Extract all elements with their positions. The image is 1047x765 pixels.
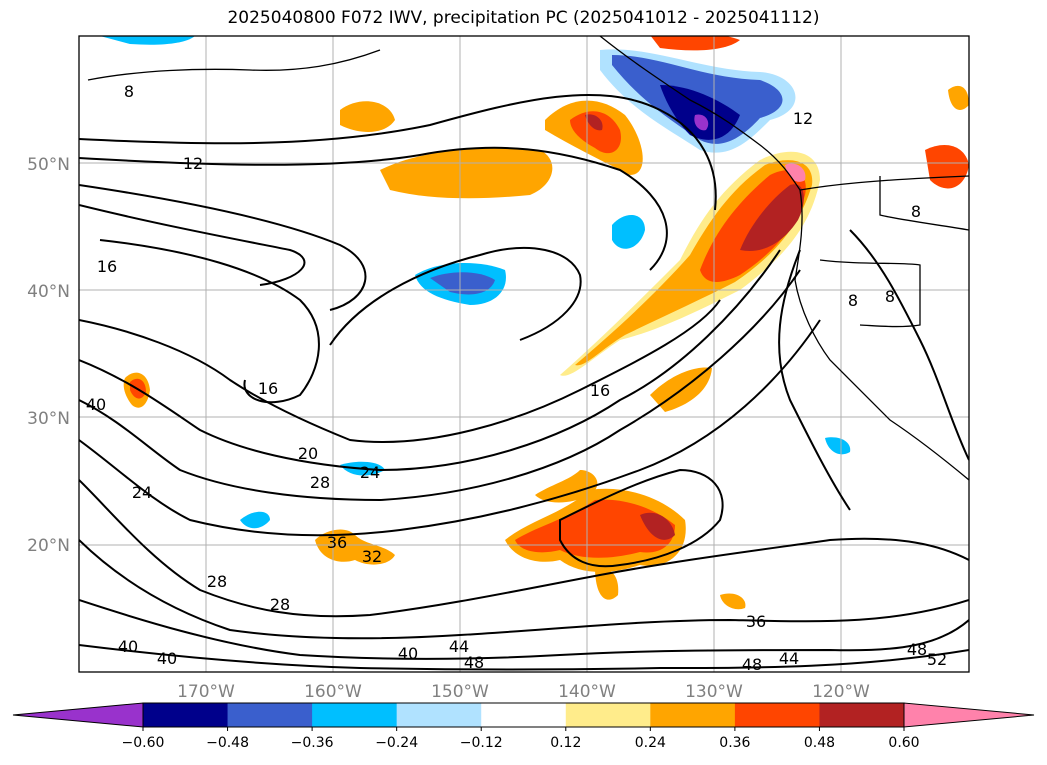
plot-frame bbox=[78, 35, 970, 673]
x-axis-ticks: 170°W 160°W 150°W 140°W 130°W 120°W bbox=[177, 682, 870, 702]
negative-anomaly-alaska-max bbox=[694, 114, 709, 131]
contour-label: 12 bbox=[183, 154, 203, 173]
contour-label: 36 bbox=[327, 533, 347, 552]
x-tick-label: 130°W bbox=[685, 682, 743, 702]
contour-label: 28 bbox=[310, 473, 330, 492]
anomaly-fill-layer bbox=[100, 36, 969, 610]
iwv-contours bbox=[79, 93, 969, 671]
negative-anomaly-33n bbox=[825, 437, 851, 455]
negative-anomaly-topleft bbox=[100, 36, 195, 45]
contour-label: 48 bbox=[742, 655, 762, 674]
contour-label: 40 bbox=[118, 637, 138, 656]
colorbar: −0.60 −0.48 −0.36 −0.24 −0.12 0.12 0.24 0.36 0.4… bbox=[12, 702, 1035, 751]
colorbar-segment bbox=[565, 703, 651, 727]
x-tick-label: 150°W bbox=[431, 682, 489, 702]
positive-anomaly-east-s bbox=[948, 85, 969, 110]
colorbar-segment bbox=[396, 703, 482, 727]
colorbar-tick-label: 0.12 bbox=[550, 735, 581, 751]
contour-label: 48 bbox=[907, 640, 927, 659]
contour-label: 44 bbox=[779, 649, 799, 668]
negative-anomaly-45n bbox=[612, 214, 645, 249]
contour-label: 40 bbox=[398, 644, 418, 663]
colorbar-segment bbox=[143, 703, 229, 727]
colorbar-segment bbox=[312, 703, 398, 727]
y-axis-ticks: 20°N 30°N 40°N 50°N bbox=[27, 155, 70, 556]
x-tick-label: 170°W bbox=[177, 682, 235, 702]
contour-label: 8 bbox=[911, 202, 921, 221]
positive-anomaly-hawaii bbox=[315, 529, 395, 565]
positive-anomaly-ar-peak bbox=[785, 163, 806, 182]
contour-labels: 8 12 12 16 16 20 24 24 28 28 28 32 36 36… bbox=[86, 82, 947, 674]
colorbar-tick-label: −0.12 bbox=[460, 735, 503, 751]
colorbar-tick-label: 0.60 bbox=[888, 735, 919, 751]
positive-anomaly-midpac bbox=[380, 148, 553, 199]
plot-area bbox=[79, 36, 969, 672]
colorbar-segment bbox=[227, 703, 313, 727]
positive-anomaly-subtrop-max bbox=[640, 512, 675, 540]
x-tick-label: 160°W bbox=[304, 682, 362, 702]
gridlines bbox=[79, 36, 969, 672]
colorbar-tick-label: −0.36 bbox=[291, 735, 334, 751]
contour-label: 40 bbox=[86, 395, 106, 414]
y-tick-label: 30°N bbox=[27, 409, 70, 429]
contour-label: 28 bbox=[207, 572, 227, 591]
colorbar-tick-label: −0.24 bbox=[375, 735, 418, 751]
contour-label: 52 bbox=[927, 650, 947, 669]
chart-title: 2025040800 F072 IWV, precipitation PC (2… bbox=[227, 8, 820, 28]
positive-anomaly-gulf-core bbox=[570, 111, 621, 154]
contour-label: 24 bbox=[132, 483, 152, 502]
contour-label: 8 bbox=[885, 287, 895, 306]
colorbar-extend-low bbox=[12, 702, 144, 728]
positive-anomaly-subtrop-n bbox=[535, 470, 598, 503]
contour-label: 28 bbox=[270, 595, 290, 614]
contour-label: 32 bbox=[362, 547, 382, 566]
colorbar-segment bbox=[734, 703, 820, 727]
contour-label: 24 bbox=[360, 463, 380, 482]
x-tick-label: 140°W bbox=[558, 682, 616, 702]
positive-anomaly-ar-max bbox=[740, 184, 804, 251]
colorbar-tick-label: 0.48 bbox=[804, 735, 835, 751]
coastlines bbox=[87, 36, 969, 481]
positive-anomaly-subtrop-core bbox=[515, 499, 675, 558]
colorbar-segment bbox=[481, 703, 567, 727]
colorbar-extend-high bbox=[903, 702, 1035, 728]
colorbar-segment bbox=[650, 703, 736, 727]
positive-anomaly-125w-16n bbox=[720, 593, 746, 610]
colorbar-tick-label: −0.60 bbox=[122, 735, 165, 751]
positive-anomaly-rim bbox=[650, 36, 740, 51]
y-tick-label: 40°N bbox=[27, 282, 70, 302]
x-tick-label: 120°W bbox=[812, 682, 870, 702]
colorbar-tick-label: −0.48 bbox=[206, 735, 249, 751]
positive-anomaly-18n bbox=[595, 568, 619, 600]
contour-label: 16 bbox=[258, 379, 278, 398]
contour-label: 36 bbox=[746, 612, 766, 631]
contour-label: 44 bbox=[449, 637, 469, 656]
y-tick-label: 20°N bbox=[27, 536, 70, 556]
contour-label: 8 bbox=[124, 82, 134, 101]
negative-anomaly-hawaii bbox=[240, 511, 270, 529]
positive-anomaly-midpac-w bbox=[340, 101, 395, 132]
contour-label: 16 bbox=[590, 381, 610, 400]
colorbar-tick-label: 0.24 bbox=[635, 735, 666, 751]
contour-label: 20 bbox=[298, 444, 318, 463]
colorbar-frame bbox=[142, 702, 905, 728]
positive-anomaly-gulf-max bbox=[585, 114, 603, 131]
negative-anomaly-alaska-core bbox=[660, 85, 740, 140]
y-tick-label: 50°N bbox=[27, 155, 70, 175]
contour-label: 16 bbox=[97, 257, 117, 276]
colorbar-tick-label: 0.36 bbox=[719, 735, 750, 751]
contour-label: 12 bbox=[793, 109, 813, 128]
contour-label: 40 bbox=[157, 649, 177, 668]
contour-label: 48 bbox=[464, 653, 484, 672]
colorbar-segment bbox=[819, 703, 905, 727]
negative-anomaly-40n-core bbox=[430, 272, 495, 295]
contour-label: 8 bbox=[848, 291, 858, 310]
